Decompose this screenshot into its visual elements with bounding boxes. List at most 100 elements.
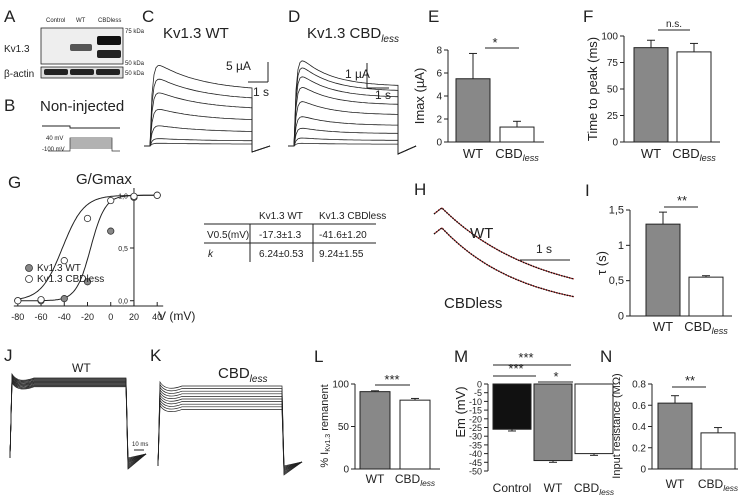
category-label: Control [493, 481, 532, 495]
current-trace [288, 116, 417, 155]
panel-d-letter: D [288, 7, 300, 26]
table-cell-wt-v05: -17.3±1.3 [259, 230, 302, 241]
f-bar-chart: 0 25 50 75 100 WT CBDless Time to peak (ms) [585, 32, 720, 163]
category-label: WT [366, 472, 385, 486]
panel-c: C Kv1.3 WT 5 µA 1 s [142, 7, 271, 153]
current-trace [157, 383, 303, 468]
y-tick-label: 1 [618, 240, 624, 252]
bar-cbdless [700, 432, 736, 470]
g-legend: Kv1.3 WT Kv1.3 CBDless [25, 263, 104, 285]
data-point-cbdless [107, 196, 115, 205]
panel-b-letter: B [4, 96, 15, 115]
bar-wt [633, 47, 669, 143]
current-trace [9, 373, 147, 460]
g-y-tick-label: 0,0 [118, 299, 128, 306]
y-tick-label: -10 [469, 397, 482, 407]
y-tick-label: -20 [469, 414, 482, 424]
table-row-header-k: k [208, 249, 214, 260]
y-axis-label: Time to peak (ms) [585, 37, 600, 141]
data-point-wt [60, 295, 68, 303]
y-tick-label: -25 [469, 423, 482, 433]
panel-k: K CBDless [150, 346, 303, 476]
data-point-cbdless [60, 257, 68, 265]
j-traces [9, 372, 147, 470]
current-trace [144, 92, 271, 153]
bar-wt [455, 78, 491, 143]
panel-k-title: CBDless [218, 365, 267, 385]
c-scale-x-label: 1 s [253, 85, 269, 99]
actin-band-3 [96, 69, 120, 75]
panel-b: B Non-injected 40 mV -100 mV [4, 96, 124, 153]
data-point-wt [83, 278, 92, 286]
y-axis-label: Input resistance (MΩ) [611, 373, 623, 478]
bar-cbdless [574, 383, 614, 455]
g-x-tick-label: 20 [129, 312, 139, 322]
g-title: G/Gmax [76, 171, 132, 188]
row-label-actin: β-actin [4, 69, 34, 80]
panel-a: A Control WT CBDless Kv1.3 β-actin 75 kD… [4, 7, 145, 80]
data-point-cbdless [37, 296, 45, 304]
category-label: CBDless [672, 146, 716, 163]
col-label-control: Control [46, 18, 65, 24]
y-tick-label: -15 [469, 406, 482, 416]
data-point-cbdless [14, 297, 22, 305]
y-tick-label: -5 [474, 388, 482, 398]
row-label-kv13: Kv1.3 [4, 44, 30, 55]
current-trace [144, 78, 271, 153]
current-trace [288, 76, 417, 155]
table-cell-wt-k: 6.24±0.53 [259, 249, 304, 260]
y-tick-label: 2 [436, 115, 442, 126]
current-trace [144, 125, 271, 153]
b-trace [42, 125, 120, 129]
y-tick-label: -40 [469, 449, 482, 459]
panel-e-letter: E [428, 7, 439, 26]
current-trace [157, 380, 303, 467]
n-sig: ** [685, 373, 695, 388]
panel-j-title: WT [72, 361, 91, 375]
current-trace [157, 391, 303, 471]
panel-h: H WT CBDless 1 s [414, 180, 575, 312]
current-trace [9, 378, 147, 466]
category-label: WT [463, 146, 483, 161]
current-trace [9, 379, 147, 467]
y-tick-label: 0.8 [632, 380, 646, 391]
actin-band-2 [70, 69, 94, 75]
y-axis-label: % IKv1.3 remanent [319, 384, 332, 467]
d-current-traces [288, 60, 417, 155]
d-scale-x-label: 1 s [375, 88, 391, 102]
table-cell-cbdless-v05: -41.6±1.20 [319, 230, 367, 241]
y-tick-label: 0 [436, 138, 442, 149]
current-trace [144, 142, 271, 153]
y-axis-label: τ (s) [594, 251, 609, 275]
g-x-tick-label: 0 [108, 312, 113, 322]
category-label: CBDless [574, 481, 615, 497]
current-trace [144, 65, 271, 153]
c-scale-y-label: 5 µA [226, 59, 251, 73]
h-label-wt: WT [470, 225, 493, 242]
i-bar-chart: 0 0,5 1 1,5 WT CBDless τ (s) [594, 205, 732, 336]
panel-i-letter: I [585, 181, 590, 200]
bar-cbdless [399, 399, 431, 470]
data-point-wt [107, 227, 115, 235]
c-current-traces [144, 65, 271, 153]
panel-c-letter: C [142, 7, 154, 26]
category-label: WT [544, 481, 563, 495]
fit-wt [433, 207, 575, 280]
y-axis-label: Em (mV) [453, 386, 468, 437]
col-label-wt: WT [76, 18, 86, 24]
m-bar-chart: 0-5-10-15-20-25-30-35-40-45-50 Control WT C… [453, 380, 615, 498]
category-label: CBDless [698, 477, 738, 493]
marker-50a: 50 kDa [125, 61, 145, 67]
y-tick-label: -45 [469, 458, 482, 468]
y-tick-label: 6 [436, 69, 442, 80]
legend-label-cbdless: Kv1.3 CBDless [37, 274, 104, 285]
g-y-tick-label: 0,5 [118, 246, 128, 253]
l-sig: *** [384, 372, 399, 387]
bar-cbdless [676, 51, 712, 143]
actin-band-1 [44, 69, 68, 75]
data-point-cbdless [130, 192, 138, 200]
kv13-band-cbdless-lower [97, 50, 121, 58]
panel-a-letter: A [4, 7, 16, 26]
n-bar-chart: 0 0.2 0.4 0.6 0.8 WT CBDless Input resistance (… [611, 373, 738, 493]
